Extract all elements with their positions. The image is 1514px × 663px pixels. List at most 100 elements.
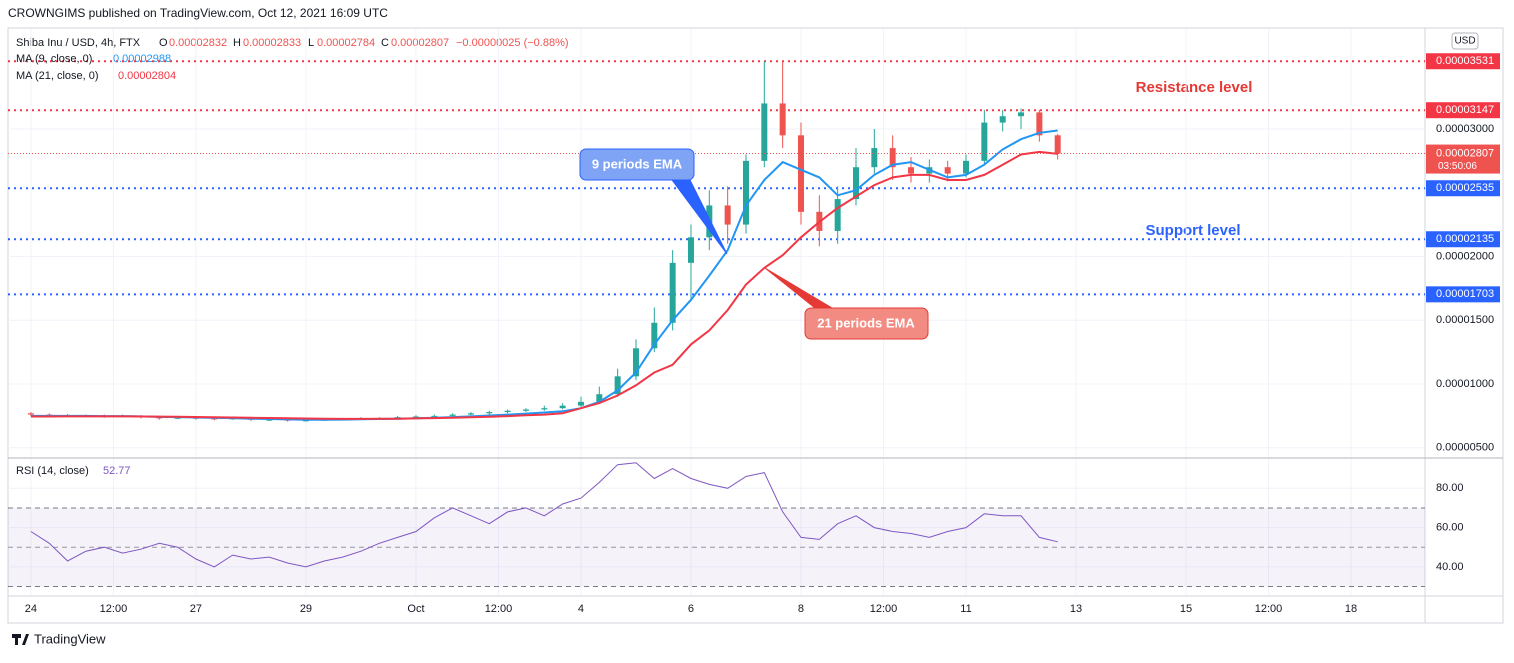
level-tag [1426, 231, 1500, 248]
candle-body [687, 237, 694, 263]
footer: TradingView [34, 631, 106, 646]
ohlc-key: C [381, 37, 389, 49]
x-tick-label: 12:00 [485, 603, 513, 615]
candle-body [412, 416, 419, 418]
candle-body [999, 116, 1006, 123]
candle-body [889, 148, 896, 168]
x-tick-label: Oct [407, 603, 424, 615]
candle-body [632, 348, 639, 377]
candle-body [852, 167, 859, 200]
ohlc-key: L [308, 37, 314, 49]
candle-body [449, 414, 456, 416]
callouts: 9 periods EMA 21 periods EMA [579, 148, 929, 340]
level-label: 0.00003147 [1436, 104, 1494, 116]
candle-body [834, 199, 841, 231]
candle-body [302, 420, 309, 422]
candle-body [614, 376, 621, 395]
rsi-line [30, 462, 1058, 568]
candle-body [467, 413, 474, 415]
resistance-label: Resistance level [1136, 79, 1253, 96]
candle-body [577, 401, 584, 406]
candle-body [669, 262, 676, 323]
level-tag [1426, 286, 1500, 303]
candle-body [761, 103, 768, 161]
last-price-label: 0.00002807 [1436, 147, 1494, 159]
ohlc-value: 0.00002833 [243, 37, 301, 49]
change: −0.00000025 (−0.88%) [456, 37, 569, 49]
x-tick-label: 18 [1345, 603, 1357, 615]
header: CROWNGIMS published on TradingView.com, … [8, 6, 388, 20]
ohlc-value: 0.00002784 [317, 37, 375, 49]
rsi-value: 52.77 [103, 465, 131, 477]
y-tick-label: 0.00001500 [1436, 314, 1494, 326]
x-tick-label: 4 [578, 603, 584, 615]
ema-line [30, 150, 1058, 420]
level-tag [1426, 53, 1500, 70]
support-label: Support level [1145, 222, 1240, 239]
x-tick-label: 12:00 [100, 603, 128, 615]
y-tick-label: 0.00002000 [1436, 250, 1494, 262]
legend: Shiba Inu / USD, 4h, FTX O 0.00002832 H … [16, 37, 569, 49]
x-tick-label: 12:00 [1255, 603, 1283, 615]
y-tick-label: 0.00001000 [1436, 378, 1494, 390]
x-tick-label: 27 [190, 603, 202, 615]
grid [8, 29, 1425, 595]
x-tick-label: 11 [960, 603, 971, 615]
candle-body [27, 413, 34, 415]
ma-name: MA (21, close, 0) [16, 70, 99, 82]
y-tick-label: 40.00 [1436, 561, 1464, 573]
callout-text: 21 periods EMA [817, 315, 915, 330]
candle-body [871, 148, 878, 168]
level-label: 0.00002535 [1436, 182, 1494, 194]
ma-name: MA (9, close, 0) [16, 53, 92, 65]
currency: USD [1454, 36, 1475, 47]
candle-body [431, 415, 438, 417]
level-label: 0.00001703 [1436, 288, 1494, 300]
candle-body [1018, 112, 1025, 117]
candle-body [211, 418, 218, 420]
x-tick-label: 24 [25, 603, 37, 615]
symbol: Shiba Inu / USD, 4h, FTX [16, 37, 141, 49]
level-label: 0.00002135 [1436, 233, 1494, 245]
candle-body [266, 419, 273, 421]
rsi-pane [8, 507, 1425, 588]
y-tick-label: 60.00 [1436, 521, 1464, 533]
candle-body [559, 405, 566, 409]
candle-body [724, 205, 731, 225]
candle-body [651, 322, 658, 349]
rsi-band [8, 507, 1425, 587]
ohlc-key: H [233, 37, 241, 49]
x-tick-label: 8 [798, 603, 804, 615]
ohlc-value: 0.00002832 [169, 37, 227, 49]
ma-value: 0.00002988 [113, 53, 171, 65]
candle-body [504, 410, 511, 413]
x-tick-label: 6 [688, 603, 694, 615]
countdown: 03:50:06 [1438, 161, 1477, 172]
ma-value: 0.00002804 [118, 70, 176, 82]
candle-body [981, 122, 988, 161]
candle-body [944, 167, 951, 174]
callout-box [579, 148, 695, 181]
y-tick-label: 0.00003000 [1436, 123, 1494, 135]
candle-body [779, 103, 786, 136]
ohlc-key: O [159, 37, 168, 49]
last-price-tag [1426, 144, 1500, 174]
candle-body [797, 135, 804, 212]
candle-body [1054, 135, 1061, 154]
ohlc-value: 0.00002807 [391, 37, 449, 49]
currency-button[interactable] [1451, 32, 1479, 50]
candle-body [174, 417, 181, 419]
rsi-title: RSI (14, close) [16, 465, 89, 477]
candle-body [908, 167, 915, 174]
x-tick-label: 13 [1070, 603, 1082, 615]
y-tick-label: 0.00000500 [1436, 442, 1494, 454]
callout-text: 9 periods EMA [592, 156, 683, 171]
level-tag [1426, 102, 1500, 119]
callout-box [804, 307, 929, 340]
level-tag [1426, 180, 1500, 197]
candle-body [541, 408, 548, 410]
candle-body [596, 394, 603, 402]
x-tick-label: 15 [1180, 603, 1192, 615]
